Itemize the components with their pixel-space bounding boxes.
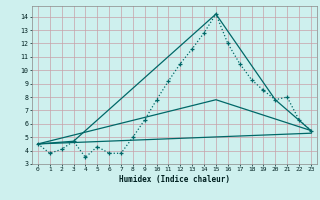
X-axis label: Humidex (Indice chaleur): Humidex (Indice chaleur) <box>119 175 230 184</box>
